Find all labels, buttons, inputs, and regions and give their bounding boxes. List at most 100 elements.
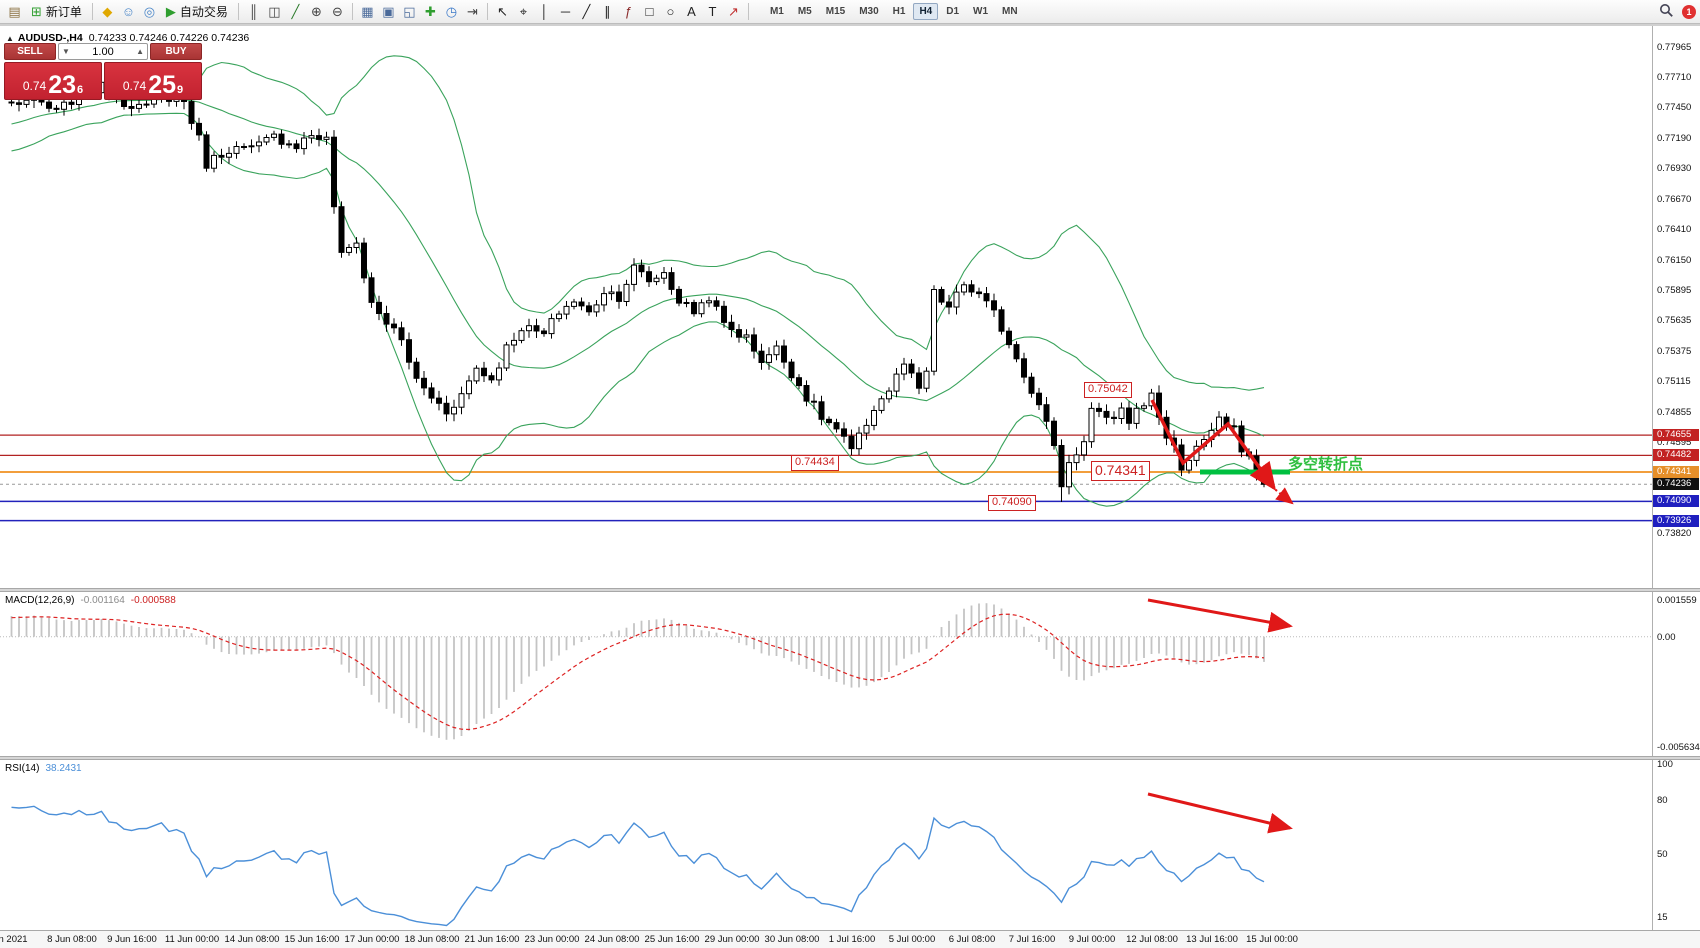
toolbar-separator <box>486 3 488 20</box>
time-axis-label: 15 Jul 00:00 <box>1246 934 1298 945</box>
line-chart-icon: ╱ <box>291 4 300 19</box>
volume-value[interactable]: 1.00 <box>92 45 114 58</box>
timeframe-w1[interactable]: W1 <box>973 6 989 17</box>
line-chart-icon[interactable]: ╱ <box>285 2 306 22</box>
candlestick-icon[interactable]: ◫ <box>264 2 285 22</box>
dotted-arrow[interactable] <box>1255 473 1294 505</box>
file-icon[interactable]: ▤ <box>4 2 25 22</box>
sell-price-button[interactable]: 0.74 23 6 <box>4 62 102 100</box>
sell-button[interactable]: SELL <box>4 43 56 60</box>
buy-price-pip: 9 <box>177 84 184 96</box>
tile-windows-icon[interactable]: ▦ <box>357 2 378 22</box>
time-axis-label: 5 Jul 00:00 <box>888 934 936 945</box>
price-scale-flag: 0.73926 <box>1653 515 1699 527</box>
candlestick-icon: ◫ <box>268 4 281 19</box>
toolbar-separator <box>237 3 239 20</box>
shapes-icon: □ <box>645 4 654 19</box>
community-icon: ☺ <box>121 4 136 19</box>
bar-chart-icon[interactable]: ║ <box>243 2 264 22</box>
new-chart-icon[interactable]: ✚ <box>420 2 441 22</box>
new-order-icon: ⊞ <box>31 4 42 19</box>
new-order-button[interactable]: ⊞ 新订单 <box>25 2 88 22</box>
zoom-in-icon[interactable]: ⊕ <box>306 2 327 22</box>
timeframe-m15[interactable]: M15 <box>825 6 846 17</box>
time-axis[interactable]: Jun 2021 8 Jun 08:00 9 Jun 16:00 11 Jun 00:… <box>0 930 1700 948</box>
fibonacci-icon[interactable]: ƒ <box>618 2 639 22</box>
text-label-icon[interactable]: T <box>702 2 723 22</box>
rsi-trend-arrow[interactable] <box>1147 792 1293 834</box>
timeframe-m5[interactable]: M5 <box>797 6 812 17</box>
rsi-label: RSI(14) 38.2431 <box>5 763 82 774</box>
trend-zigzag-arrow[interactable] <box>1150 399 1277 491</box>
community-icon[interactable]: ☺ <box>118 2 139 22</box>
macd-trend-arrow[interactable] <box>1147 598 1293 633</box>
channel-icon: ∥ <box>604 4 611 19</box>
price-scale-flag: 0.74090 <box>1653 495 1699 507</box>
panel-splitter[interactable] <box>0 588 1700 592</box>
turning-point-text[interactable]: 多空转折点 <box>1288 456 1364 473</box>
timeframe-h4[interactable]: H4 <box>913 3 939 20</box>
volume-increase-icon[interactable]: ▲ <box>136 47 144 56</box>
timeframe-m30[interactable]: M30 <box>859 6 879 17</box>
notification-badge[interactable]: 1 <box>1682 4 1696 19</box>
macd-histogram <box>10 603 1265 740</box>
time-axis-label: 9 Jul 00:00 <box>1068 934 1116 945</box>
trendline-icon: ╱ <box>582 4 591 19</box>
volume-stepper[interactable]: ▼ 1.00 ▲ <box>58 43 148 60</box>
buy-button[interactable]: BUY <box>150 43 202 60</box>
price-annotation[interactable]: 0.75042 <box>1084 382 1132 398</box>
ellipse-icon[interactable]: ○ <box>660 2 681 22</box>
time-axis-label: 29 Jun 00:00 <box>704 934 760 945</box>
panel-splitter[interactable] <box>0 756 1700 760</box>
vertical-line-icon: │ <box>540 4 549 19</box>
text-icon[interactable]: A <box>681 2 702 22</box>
arrange-windows-icon[interactable]: ▣ <box>378 2 399 22</box>
price-annotation[interactable]: 0.74090 <box>988 495 1036 511</box>
period-clock-icon: ◷ <box>445 4 458 19</box>
market-icon[interactable]: ◆ <box>97 2 118 22</box>
channel-icon[interactable]: ∥ <box>597 2 618 22</box>
main-chart-panel: 0.77965 0.77710 0.77450 0.77190 0.76930 0.766… <box>0 26 1700 588</box>
ohlc-values: 0.74233 0.74246 0.74226 0.74236 <box>88 32 250 44</box>
vertical-line-icon[interactable]: │ <box>534 2 555 22</box>
timeframe-d1[interactable]: D1 <box>946 6 960 17</box>
autotrade-button[interactable]: ▶ 自动交易 <box>160 2 234 22</box>
cursor-icon[interactable]: ↖ <box>492 2 513 22</box>
arrow-object-icon[interactable]: ↗ <box>723 2 744 22</box>
timeframe-mn[interactable]: MN <box>1002 6 1018 17</box>
trendline-icon[interactable]: ╱ <box>576 2 597 22</box>
mql5-icon[interactable]: ◎ <box>139 2 160 22</box>
rsi-chart <box>11 792 1293 927</box>
macd-scale-border <box>1652 592 1653 756</box>
price-annotation[interactable]: 0.74434 <box>791 455 839 471</box>
zoom-out-icon[interactable]: ⊖ <box>327 2 348 22</box>
shapes-icon[interactable]: □ <box>639 2 660 22</box>
price-scale-label: 0.77190 <box>1657 133 1692 144</box>
volume-decrease-icon[interactable]: ▼ <box>62 47 70 56</box>
time-axis-label: 11 Jun 00:00 <box>164 934 220 945</box>
macd-main-value: -0.001164 <box>80 595 125 606</box>
zoom-in-icon: ⊕ <box>310 4 322 19</box>
price-scale-label: 0.76670 <box>1657 194 1692 205</box>
chart-shift-icon: ⇥ <box>466 4 478 19</box>
chart-shift-icon[interactable]: ⇥ <box>462 2 483 22</box>
cascade-windows-icon[interactable]: ◱ <box>399 2 420 22</box>
macd-scale-label: -0.005634 <box>1657 742 1700 753</box>
crosshair-icon[interactable]: ⌖ <box>513 2 534 22</box>
tile-windows-icon: ▦ <box>361 4 374 19</box>
buy-price-button[interactable]: 0.74 25 9 <box>104 62 202 100</box>
zoom-out-icon: ⊖ <box>331 4 343 19</box>
bollinger-m <box>11 98 1265 437</box>
macd-scale-label: 0.00 <box>1657 631 1676 643</box>
time-axis-label: 30 Jun 08:00 <box>764 934 820 945</box>
price-annotation[interactable]: 0.74341 <box>1091 461 1150 481</box>
toolbar-button-label: 自动交易 <box>179 5 228 19</box>
search-icon[interactable] <box>1659 3 1674 21</box>
time-axis-label: 9 Jun 16:00 <box>107 934 157 945</box>
period-clock-icon[interactable]: ◷ <box>441 2 462 22</box>
timeframe-h1[interactable]: H1 <box>892 6 906 17</box>
one-click-collapse-icon[interactable]: ▲ <box>6 34 14 43</box>
time-axis-label: 1 Jul 16:00 <box>828 934 876 945</box>
horizontal-line-icon[interactable]: ─ <box>555 2 576 22</box>
timeframe-m1[interactable]: M1 <box>769 6 784 17</box>
